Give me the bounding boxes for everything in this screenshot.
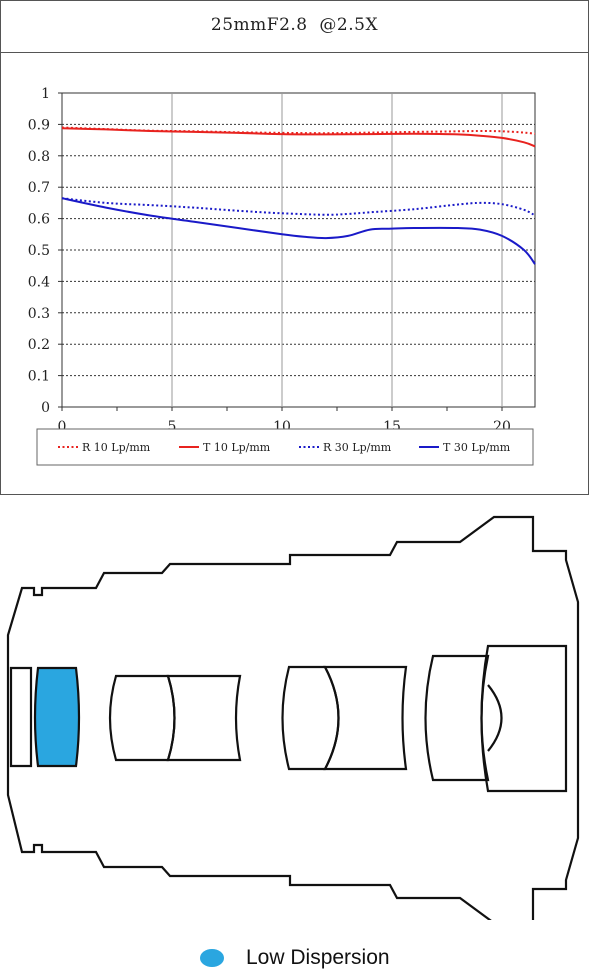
lens-element-8 (480, 644, 568, 793)
low-dispersion-dot-icon (200, 949, 224, 967)
lens-element-6 (323, 665, 408, 771)
footer-legend: Low Dispersion (200, 943, 390, 973)
mtf-chart-panel: 25mmF2.8 @2.5X 0 0.1 0.2 0.3 0.4 0.5 0.6 0.7 0.8… (0, 0, 589, 495)
series-lines (61, 126, 536, 265)
y-tick-label: 0.1 (28, 369, 50, 385)
legend-label: R 30 Lp/mm (323, 441, 392, 454)
y-tick-label: 0.9 (28, 117, 50, 133)
series-line-1 (61, 127, 536, 148)
y-tick-label: 0.7 (28, 180, 50, 196)
legend-label: R 10 Lp/mm (82, 441, 151, 454)
y-tick-label: 0.2 (28, 337, 50, 353)
lens-element-5 (281, 665, 340, 771)
low-dispersion-lens-element (33, 666, 81, 768)
lens-cross-section-diagram (6, 515, 580, 920)
tick-labels: 00.10.20.30.40.50.60.70.80.910 5 10 15 20 (28, 86, 511, 435)
title-bar: 25mmF2.8 @2.5X (1, 1, 588, 53)
y-tick-label: 0.8 (28, 149, 50, 165)
mtf-chart: 00.10.20.30.40.50.60.70.80.910 5 10 15 20 R … (28, 86, 536, 466)
y-tick-label: 0.6 (28, 212, 50, 228)
legend: R 10 Lp/mm T 10 Lp/mm R 30 Lp/mm T 30 Lp/mm (36, 428, 534, 466)
lens-element-3 (108, 674, 176, 762)
lens-element-8-inner-curve (487, 684, 503, 752)
lens-barrel-outline (6, 515, 580, 920)
y-tick-label: 0.5 (28, 243, 50, 259)
legend-label: T 10 Lp/mm (203, 441, 271, 454)
legend-label: T 30 Lp/mm (443, 441, 511, 454)
lens-element-1 (9, 666, 33, 768)
series-line-3 (61, 197, 536, 265)
y-tick-label: 0.3 (28, 306, 50, 322)
lens-element-4 (166, 674, 242, 762)
lens-element-7 (424, 654, 490, 782)
x-tick-label: 5 (168, 419, 177, 435)
grid-lines (58, 92, 536, 411)
chart-title: 25mmF2.8 @2.5X (210, 15, 379, 35)
legend-box (36, 428, 534, 466)
x-tick-label: 0 (58, 419, 67, 435)
low-dispersion-label: Low Dispersion (246, 946, 390, 969)
y-tick-label: 0 (41, 400, 50, 416)
y-tick-label: 1 (41, 86, 50, 102)
y-tick-label: 0.4 (28, 274, 50, 290)
